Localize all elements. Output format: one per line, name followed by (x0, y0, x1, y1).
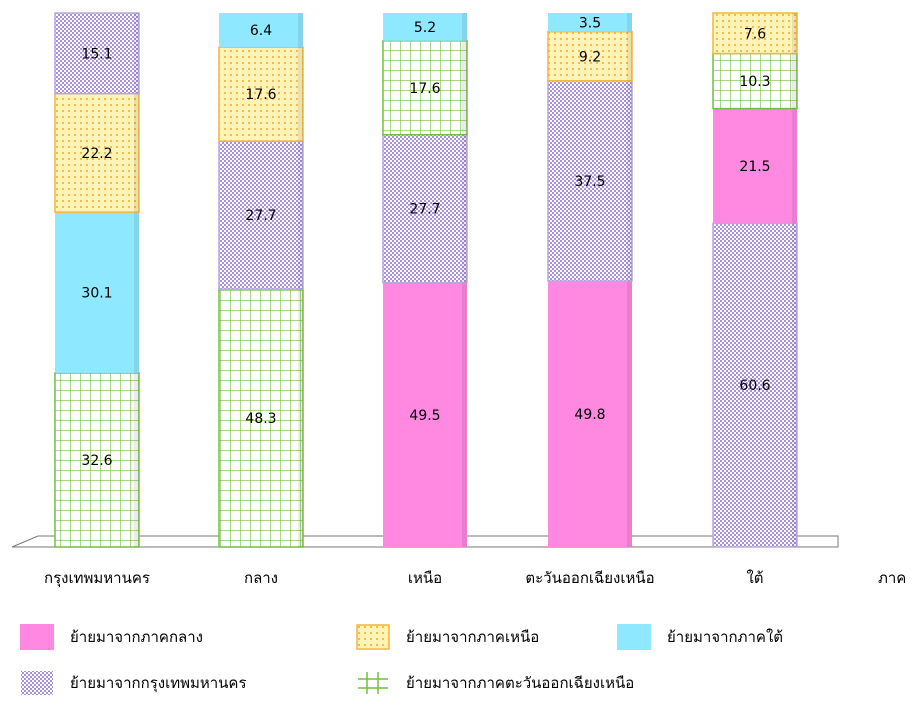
bar-segment-bangkok (218, 140, 304, 290)
data-label: 3.5 (579, 15, 601, 31)
bar-stack-4: 60.6 21.5 10.3 7.6 (712, 12, 798, 548)
bars-group: 32.6 30.1 22.2 15.1 48.3 27.7 17.6 6.4 49.5 27.7 1… (54, 12, 798, 548)
legend-label-central: ย้ายมาจากภาคกลาง (70, 628, 203, 646)
bar-segment-shade (298, 47, 303, 142)
bar-segment-northeast (382, 40, 468, 136)
category-label: เหนือ (407, 569, 443, 587)
x-axis-title: ภาค (878, 569, 907, 587)
bar-stack-0: 32.6 30.1 22.2 15.1 (54, 12, 140, 548)
bar-segment-central (548, 281, 632, 547)
legend-swatch-south (617, 624, 651, 650)
bar-segment-south (383, 13, 467, 41)
bar-segment-south (548, 13, 632, 32)
legend-item-northeast: ย้ายมาจากภาคตะวันออกเฉียงเหนือ (356, 668, 634, 698)
data-label: 49.8 (574, 407, 605, 423)
data-label: 27.7 (245, 208, 276, 224)
bar-segment-shade (298, 141, 303, 290)
legend-label-bangkok: ย้ายมาจากกรุงเทพมหานคร (70, 674, 247, 692)
legend-item-bangkok: ย้ายมาจากกรุงเทพมหานคร (20, 668, 247, 698)
category-label: กลาง (243, 569, 279, 587)
legend-swatch-northeast (358, 672, 388, 694)
bar-segment-shade (134, 13, 139, 94)
data-label: 27.7 (409, 202, 440, 218)
bar-segment-shade (792, 53, 797, 109)
bar-segment-central (383, 282, 467, 547)
bar-segment-central (713, 108, 797, 224)
legend-label-north: ย้ายมาจากภาคเหนือ (406, 628, 540, 646)
data-label: 22.2 (81, 146, 112, 162)
data-label: 17.6 (245, 87, 276, 103)
legend-item-north: ย้ายมาจากภาคเหนือ (356, 622, 539, 652)
bar-segment-shade (627, 13, 632, 32)
bar-segment-south (55, 212, 139, 373)
data-label: 48.3 (245, 411, 276, 427)
bar-segment-bangkok (382, 134, 468, 284)
bar-segment-shade (627, 281, 632, 547)
data-label: 17.6 (409, 81, 440, 97)
bar-segment-bangkok (54, 12, 140, 95)
data-label: 15.1 (81, 46, 112, 62)
bar-segment-shade (792, 223, 797, 547)
bar-segment-shade (462, 134, 467, 283)
data-label: 9.2 (579, 49, 601, 65)
bar-segment-south (219, 13, 303, 48)
bar-segment-north (547, 30, 633, 82)
bar-segment-shade (792, 108, 797, 224)
legend-swatch-north (356, 624, 390, 650)
data-label: 60.6 (739, 378, 770, 394)
data-label: 5.2 (414, 20, 436, 36)
legend-swatch-central (20, 624, 54, 650)
bar-segment-shade (134, 212, 139, 373)
legend-label-south: ย้ายมาจากภาคใต้ (667, 628, 784, 646)
bar-segment-shade (134, 372, 139, 547)
category-label: ตะวันออกเฉียงเหนือ (525, 569, 655, 587)
bar-segment-shade (462, 13, 467, 41)
bar-stack-2: 49.5 27.7 17.6 5.2 (382, 13, 468, 547)
legend: ย้ายมาจากภาคกลาง ย้ายมาจากภาคเหนือ ย้ายม… (20, 622, 900, 702)
bar-segment-northeast (54, 372, 140, 548)
data-label: 10.3 (739, 74, 770, 90)
legend-item-south: ย้ายมาจากภาคใต้ (617, 622, 783, 652)
bar-segment-shade (462, 282, 467, 547)
data-label: 21.5 (739, 159, 770, 175)
bar-segment-shade (298, 13, 303, 48)
data-label: 49.5 (409, 408, 440, 424)
bar-segment-northeast (712, 52, 798, 110)
bar-segment-shade (134, 93, 139, 213)
bar-stack-1: 48.3 27.7 17.6 6.4 (218, 13, 304, 548)
legend-label-northeast: ย้ายมาจากภาคตะวันออกเฉียงเหนือ (406, 674, 635, 692)
data-label: 7.6 (744, 26, 766, 42)
legend-swatch-bangkok (21, 671, 53, 695)
bar-segment-shade (627, 31, 632, 81)
bar-segment-northeast (218, 288, 304, 548)
data-label: 32.6 (81, 453, 112, 469)
data-label: 30.1 (81, 286, 112, 302)
category-label: กรุงเทพมหานคร (44, 569, 150, 587)
bar-segment-shade (298, 289, 303, 547)
bar-segment-shade (462, 40, 467, 135)
data-label: 6.4 (250, 23, 272, 39)
bar-segment-north (712, 12, 798, 55)
bar-segment-bangkok (712, 222, 798, 548)
bar-segment-shade (627, 80, 632, 282)
legend-item-central: ย้ายมาจากภาคกลาง (20, 622, 203, 652)
category-label: ใต้ (746, 569, 764, 587)
bar-segment-shade (792, 13, 797, 54)
data-label: 37.5 (574, 174, 605, 190)
bar-stack-3: 49.8 37.5 9.2 3.5 (547, 13, 633, 547)
bar-segment-north (218, 46, 304, 142)
